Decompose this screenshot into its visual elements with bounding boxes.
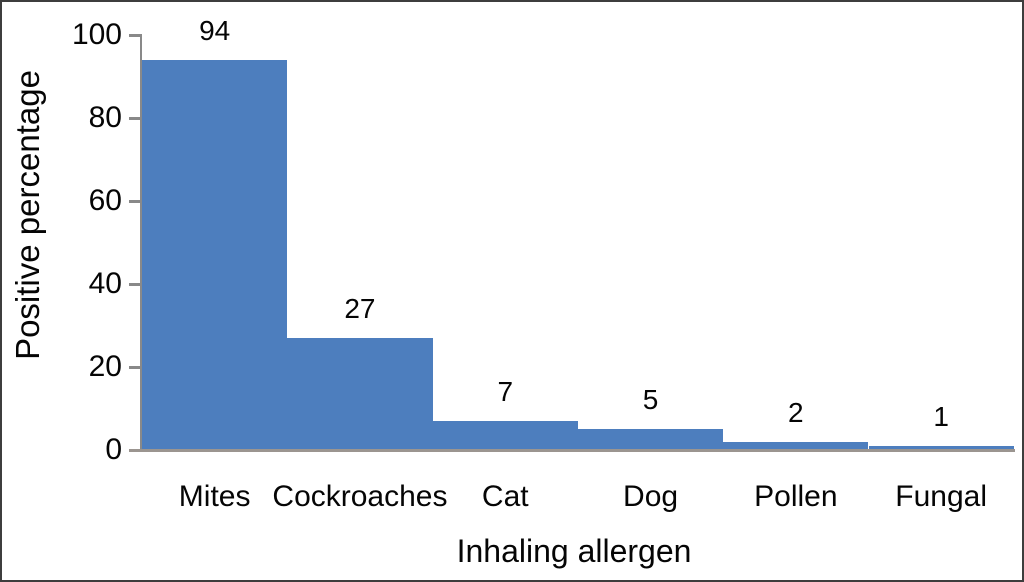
x-category-label-pollen: Pollen — [754, 480, 838, 513]
y-tick-label: 0 — [105, 433, 122, 466]
x-axis-line — [129, 448, 1015, 452]
y-tick-label: 60 — [88, 184, 122, 217]
y-tick — [129, 199, 142, 203]
x-axis-title: Inhaling allergen — [456, 533, 692, 569]
y-tick-label: 100 — [71, 18, 122, 51]
y-axis-line — [140, 35, 142, 450]
bar-value-label-dog: 5 — [642, 384, 659, 416]
x-category-label-mites: Mites — [178, 480, 251, 513]
bar-value-label-mites: 94 — [199, 14, 231, 46]
y-tick — [129, 116, 142, 120]
bar-value-label-cockroaches: 27 — [344, 292, 376, 324]
bar-value-label-fungal: 1 — [933, 400, 949, 432]
x-category-label-cockroaches: Cockroaches — [272, 480, 448, 513]
x-category-label-cat: Cat — [481, 480, 529, 513]
bar-value-label-pollen: 2 — [788, 396, 804, 428]
y-tick-label: 20 — [88, 350, 122, 383]
bar-value-label-cat: 7 — [497, 375, 514, 407]
x-category-label-fungal: Fungal — [895, 480, 988, 513]
y-tick — [129, 33, 142, 37]
bar-cockroaches — [287, 337, 433, 450]
bar-dog — [577, 429, 724, 450]
bar-pollen — [723, 441, 869, 450]
bar-cat — [432, 420, 578, 450]
y-tick — [129, 365, 142, 369]
bar-fungal — [868, 445, 1014, 450]
y-tick — [129, 282, 142, 286]
x-category-label-dog: Dog — [623, 480, 679, 513]
bar-mites — [142, 59, 288, 450]
y-tick-label: 80 — [88, 101, 122, 134]
y-tick-label: 40 — [88, 267, 122, 300]
